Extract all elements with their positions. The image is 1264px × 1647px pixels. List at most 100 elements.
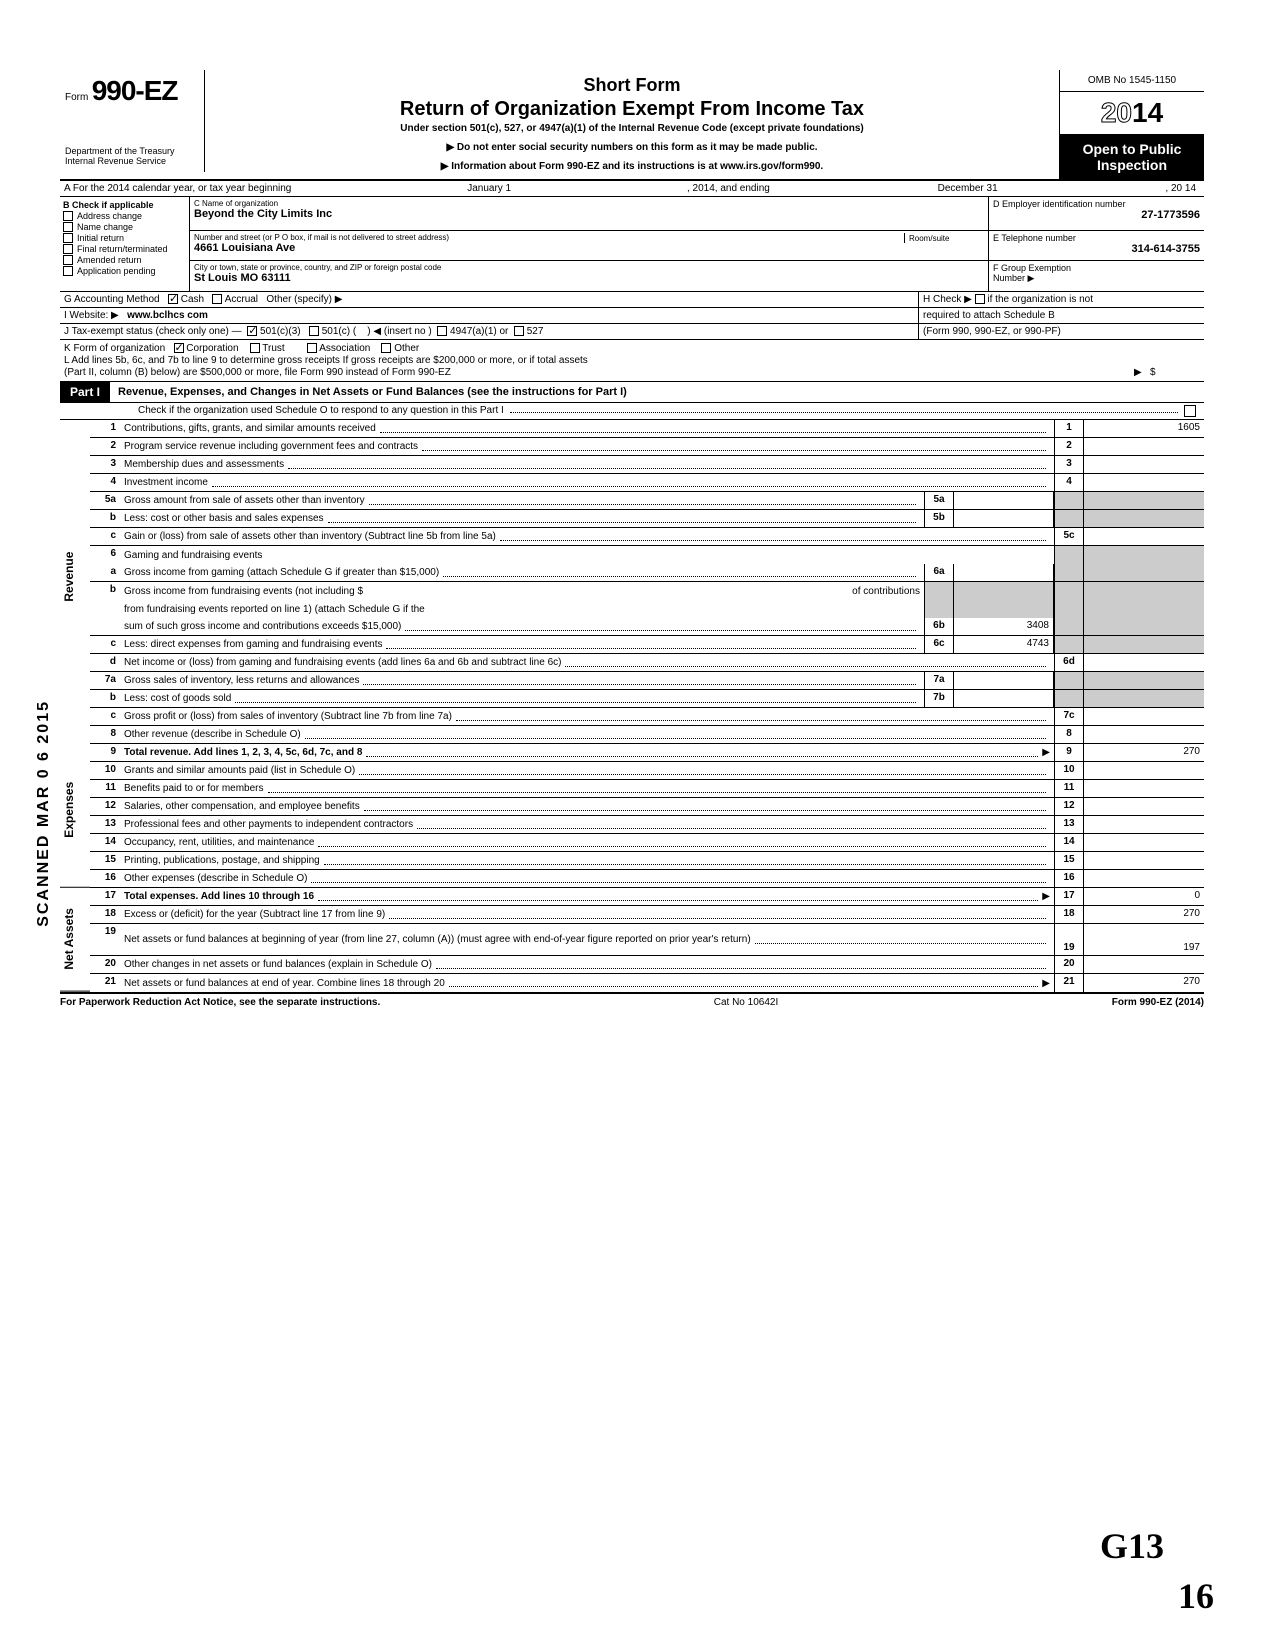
cb-501c3[interactable] [247, 326, 257, 336]
h-label: H Check ▶ [923, 294, 972, 305]
row-kl: K Form of organization Corporation Trust… [60, 340, 1204, 382]
cb-trust[interactable] [250, 343, 260, 353]
line-13: 13 Professional fees and other payments … [90, 816, 1204, 834]
form-label: Form [65, 92, 88, 103]
c-room-hint: Room/suite [909, 234, 949, 243]
line-6a: a Gross income from gaming (attach Sched… [90, 564, 1204, 582]
line-8: 8 Other revenue (describe in Schedule O)… [90, 726, 1204, 744]
cb-other-org[interactable] [381, 343, 391, 353]
open-line2: Inspection [1062, 157, 1202, 173]
col-c-org-info: C Name of organization Beyond the City L… [190, 197, 989, 291]
cb-name-change[interactable]: Name change [63, 222, 186, 232]
footer-form-ref: Form 990-EZ (2014) [1112, 997, 1204, 1008]
cb-final-return[interactable]: Final return/terminated [63, 244, 186, 254]
handwritten-g13: G13 [1100, 1525, 1164, 1567]
col-b-checkboxes: B Check if applicable Address change Nam… [60, 197, 190, 291]
line-19: 19 Net assets or fund balances at beginn… [90, 924, 1204, 956]
form-footer: For Paperwork Reduction Act Notice, see … [60, 994, 1204, 1008]
l-dollar: $ [1150, 367, 1156, 378]
dept-line2: Internal Revenue Service [65, 157, 199, 167]
row-a-mid: , 2014, and ending [687, 183, 770, 194]
title-return: Return of Organization Exempt From Incom… [215, 98, 1049, 121]
c-org-name: Beyond the City Limits Inc [194, 208, 984, 220]
c-city: St Louis MO 63111 [194, 272, 984, 284]
c-address: 4661 Louisiana Ave [194, 242, 984, 254]
j-label: J Tax-exempt status (check only one) — [64, 326, 242, 337]
form-990ez: Form 990-EZ Department of the Treasury I… [60, 70, 1204, 1008]
line-6c: c Less: direct expenses from gaming and … [90, 636, 1204, 654]
line-15: 15 Printing, publications, postage, and … [90, 852, 1204, 870]
part1-title: Revenue, Expenses, and Changes in Net As… [110, 383, 635, 401]
row-i: I Website: ▶ www.bclhcs com required to … [60, 308, 1204, 324]
line-21: 21 Net assets or fund balances at end of… [90, 974, 1204, 992]
cb-527[interactable] [514, 326, 524, 336]
l-text1: L Add lines 5b, 6c, and 7b to line 9 to … [64, 355, 1200, 366]
title-short-form: Short Form [215, 75, 1049, 96]
footer-paperwork: For Paperwork Reduction Act Notice, see … [60, 997, 380, 1008]
col-b-label: B Check if applicable [63, 200, 186, 210]
info-link: ▶ Information about Form 990-EZ and its … [215, 161, 1049, 172]
line-10: 10 Grants and similar amounts paid (list… [90, 762, 1204, 780]
cb-schedule-o[interactable] [1184, 405, 1196, 417]
open-to-public: Open to Public Inspection [1060, 135, 1204, 179]
cb-4947[interactable] [437, 326, 447, 336]
cb-application-pending[interactable]: Application pending [63, 266, 186, 276]
side-expenses: Expenses [60, 733, 90, 888]
omb-number: OMB No 1545-1150 [1060, 70, 1204, 92]
handwritten-16: 16 [1178, 1575, 1214, 1617]
line-2: 2 Program service revenue including gove… [90, 438, 1204, 456]
cb-amended[interactable]: Amended return [63, 255, 186, 265]
row-a-begin: January 1 [295, 183, 683, 194]
row-a-yr: , 20 14 [1165, 183, 1196, 194]
line-11: 11 Benefits paid to or for members 11 [90, 780, 1204, 798]
header-right: OMB No 1545-1150 2014 Open to Public Ins… [1059, 70, 1204, 179]
row-gh: G Accounting Method Cash Accrual Other (… [60, 292, 1204, 308]
line-14: 14 Occupancy, rent, utilities, and maint… [90, 834, 1204, 852]
cb-accrual[interactable] [212, 294, 222, 304]
cb-schedule-b[interactable] [975, 294, 985, 304]
department: Department of the Treasury Internal Reve… [65, 147, 199, 167]
side-revenue: Revenue [60, 420, 90, 733]
cb-corporation[interactable] [174, 343, 184, 353]
h-text: if the organization is not [987, 294, 1093, 305]
side-net-assets: Net Assets [60, 887, 90, 992]
line-7a: 7a Gross sales of inventory, less return… [90, 672, 1204, 690]
part1-header: Part I Revenue, Expenses, and Changes in… [60, 382, 1204, 403]
scanned-stamp: SCANNED MAR 0 6 2015 [35, 700, 53, 927]
line-5b: b Less: cost or other basis and sales ex… [90, 510, 1204, 528]
col-def: D Employer identification number 27-1773… [989, 197, 1204, 291]
f-label2: Number ▶ [993, 273, 1200, 284]
d-ein: 27-1773596 [993, 209, 1200, 221]
line-17: 17 Total expenses. Add lines 10 through … [90, 888, 1204, 906]
lines-column: 1 Contributions, gifts, grants, and simi… [90, 420, 1204, 992]
form-id-column: Form 990-EZ Department of the Treasury I… [60, 70, 205, 172]
c-name-hint: C Name of organization [194, 199, 984, 208]
row-j: J Tax-exempt status (check only one) — 5… [60, 324, 1204, 340]
line-5a: 5a Gross amount from sale of assets othe… [90, 492, 1204, 510]
row-a-label: A For the 2014 calendar year, or tax yea… [64, 183, 291, 194]
side-labels: Revenue Expenses Net Assets [60, 420, 90, 992]
cb-cash[interactable] [168, 294, 178, 304]
e-phone: 314-614-3755 [993, 243, 1200, 255]
cb-initial-return[interactable]: Initial return [63, 233, 186, 243]
cb-501c[interactable] [309, 326, 319, 336]
open-line1: Open to Public [1062, 141, 1202, 157]
tax-year: 2014 [1060, 92, 1204, 135]
l-text2: (Part II, column (B) below) are $500,000… [64, 367, 451, 378]
form-number: 990-EZ [92, 75, 178, 106]
line-4: 4 Investment income 4 [90, 474, 1204, 492]
cb-address-change[interactable]: Address change [63, 211, 186, 221]
i-label: I Website: ▶ [64, 310, 119, 321]
row-a-tax-year: A For the 2014 calendar year, or tax yea… [60, 181, 1204, 197]
cb-association[interactable] [307, 343, 317, 353]
row-a-end: December 31 [774, 183, 1162, 194]
i-website: www.bclhcs com [127, 310, 208, 321]
line-6b-2: from fundraising events reported on line… [90, 600, 1204, 618]
c-addr-hint: Number and street (or P O box, if mail i… [194, 233, 984, 242]
line-6b-1: b Gross income from fundraising events (… [90, 582, 1204, 600]
year-suffix: 14 [1132, 97, 1163, 128]
line-1: 1 Contributions, gifts, grants, and simi… [90, 420, 1204, 438]
line-16: 16 Other expenses (describe in Schedule … [90, 870, 1204, 888]
line-7b: b Less: cost of goods sold 7b [90, 690, 1204, 708]
form-header: Form 990-EZ Department of the Treasury I… [60, 70, 1204, 181]
